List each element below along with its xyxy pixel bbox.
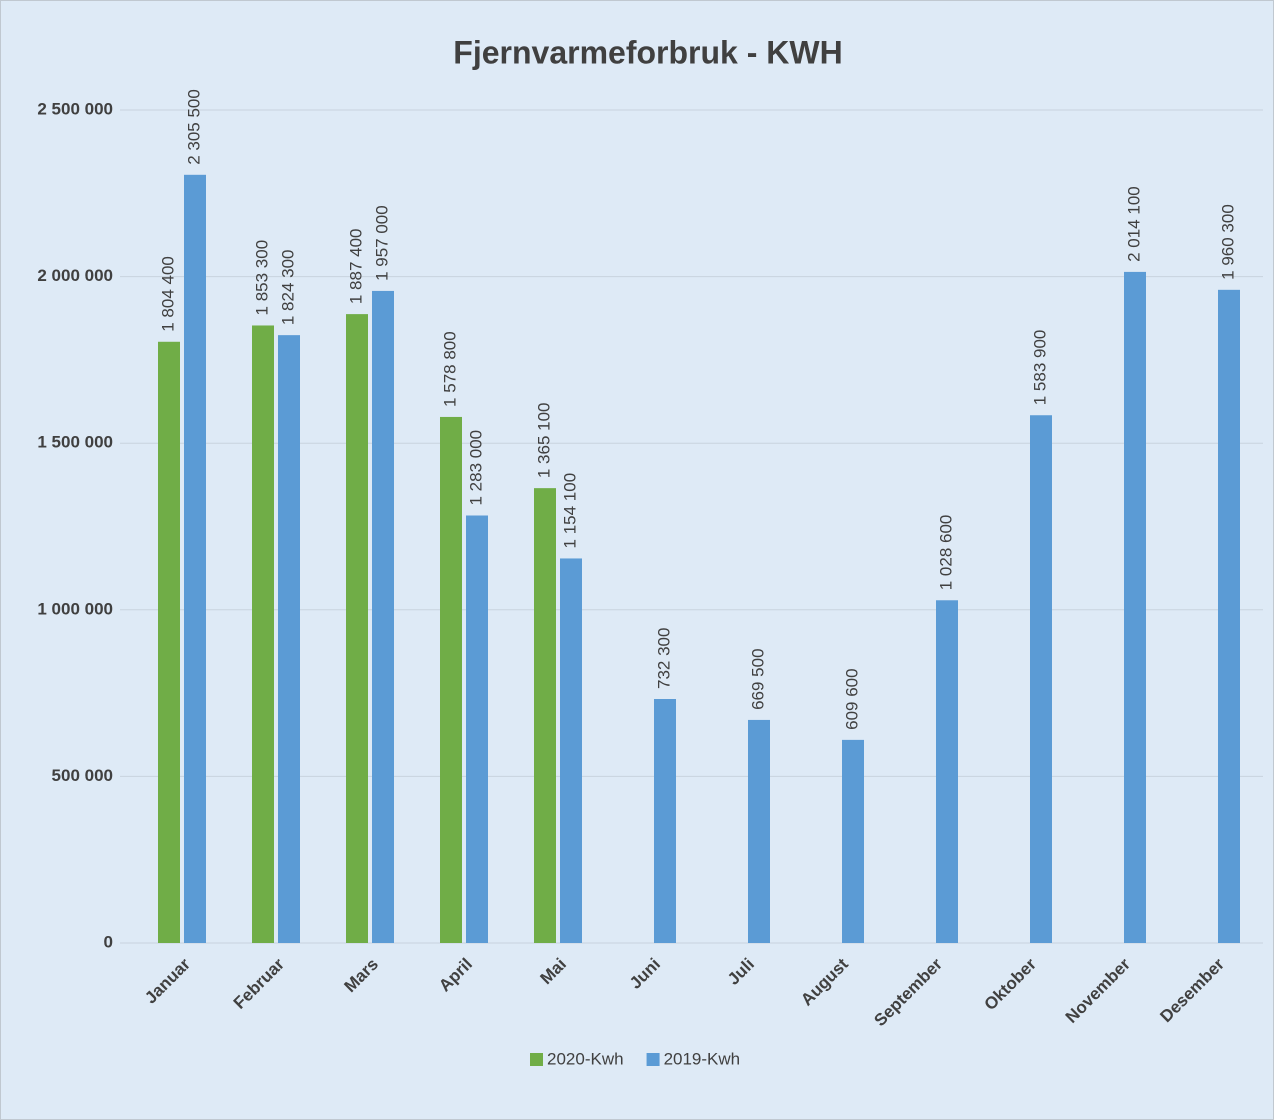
data-label: 2 305 500 bbox=[184, 89, 203, 165]
data-label: 1 583 900 bbox=[1030, 330, 1049, 406]
bar bbox=[466, 515, 488, 943]
data-label: 1 154 100 bbox=[560, 473, 579, 549]
data-label: 1 283 000 bbox=[466, 430, 485, 506]
data-label: 1 578 800 bbox=[440, 331, 459, 407]
bar bbox=[842, 739, 864, 943]
bar bbox=[278, 335, 300, 943]
bar bbox=[372, 290, 394, 943]
bar bbox=[184, 174, 206, 944]
y-tick-label: 1 500 000 bbox=[37, 433, 113, 452]
y-tick-label: 1 000 000 bbox=[37, 599, 113, 618]
data-label: 1 887 400 bbox=[346, 228, 365, 304]
bar bbox=[654, 698, 676, 943]
legend-label: 2019-Kwh bbox=[664, 1049, 741, 1068]
bar bbox=[1218, 289, 1240, 944]
bar bbox=[560, 558, 582, 943]
legend-swatch bbox=[530, 1053, 543, 1066]
bar bbox=[534, 488, 556, 943]
data-label: 1 960 300 bbox=[1218, 204, 1237, 280]
data-label: 669 500 bbox=[748, 648, 767, 709]
data-label: 1 853 300 bbox=[252, 240, 271, 316]
data-label: 1 957 000 bbox=[372, 205, 391, 281]
bar bbox=[1030, 415, 1052, 943]
bar bbox=[346, 314, 368, 944]
legend-swatch bbox=[646, 1053, 660, 1066]
bar bbox=[936, 600, 958, 943]
bar bbox=[252, 325, 274, 943]
bar bbox=[1124, 271, 1146, 944]
data-label: 2 014 100 bbox=[1124, 186, 1143, 262]
data-label: 1 804 400 bbox=[158, 256, 177, 332]
data-label: 1 365 100 bbox=[534, 403, 553, 479]
legend-label: 2020-Kwh bbox=[547, 1049, 624, 1068]
y-tick-label: 500 000 bbox=[52, 766, 113, 785]
data-label: 732 300 bbox=[654, 628, 673, 689]
data-label: 1 028 600 bbox=[936, 515, 955, 591]
chart-title: Fjernvarmeforbruk - KWH bbox=[453, 34, 842, 70]
y-tick-label: 2 000 000 bbox=[37, 266, 113, 285]
bar bbox=[158, 341, 180, 943]
data-label: 609 600 bbox=[842, 668, 861, 729]
bar bbox=[748, 719, 770, 943]
y-tick-label: 2 500 000 bbox=[37, 99, 113, 118]
bar bbox=[440, 416, 462, 943]
y-tick-label: 0 bbox=[104, 932, 113, 951]
data-label: 1 824 300 bbox=[278, 250, 297, 326]
